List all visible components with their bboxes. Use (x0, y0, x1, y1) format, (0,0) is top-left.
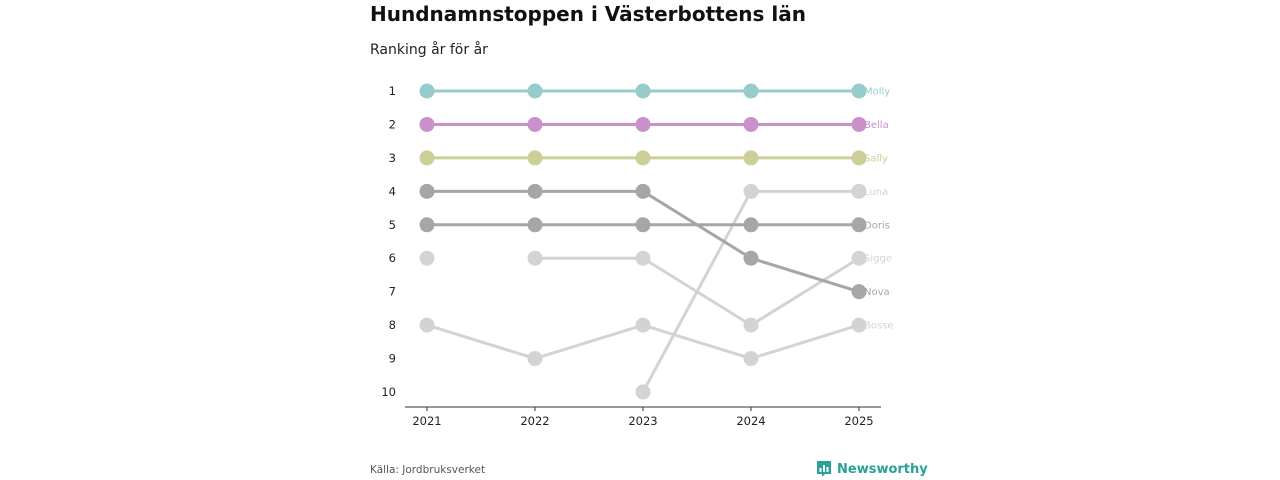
series-nova: Nova (419, 183, 890, 300)
series-bosse: Bosse (419, 317, 894, 367)
data-point[interactable] (635, 217, 651, 233)
data-point[interactable] (851, 284, 867, 300)
data-point[interactable] (743, 183, 759, 199)
data-point[interactable] (419, 250, 435, 266)
data-point[interactable] (419, 217, 435, 233)
y-tick-label: 2 (389, 117, 396, 131)
data-point[interactable] (419, 83, 435, 99)
newsworthy-logo-icon (816, 460, 832, 478)
data-point[interactable] (527, 116, 543, 132)
series-end-label: Nova (864, 287, 890, 298)
x-axis: 2021 2022 2023 2024 2025 (405, 406, 881, 428)
series-line-segment (641, 323, 753, 361)
x-tick-label: 2025 (844, 414, 873, 428)
y-tick-label: 6 (389, 251, 396, 265)
y-tick-label: 9 (389, 352, 396, 366)
data-point[interactable] (419, 116, 435, 132)
x-tick-label: 2024 (736, 414, 765, 428)
data-point[interactable] (851, 317, 867, 333)
series-line-segment (749, 256, 861, 327)
series-line-segment (749, 256, 861, 294)
series-layer: Luna Sigge Bosse Doris Nova Molly Bella Sally (419, 83, 894, 400)
data-point[interactable] (851, 116, 867, 132)
series-end-label: Doris (864, 220, 890, 231)
data-point[interactable] (635, 317, 651, 333)
data-point[interactable] (635, 116, 651, 132)
y-tick-label: 1 (389, 84, 396, 98)
y-tick-label: 7 (389, 285, 396, 299)
data-point[interactable] (743, 250, 759, 266)
x-tick-label: 2022 (520, 414, 549, 428)
y-tick-label: 4 (389, 184, 396, 198)
y-tick-label: 5 (389, 218, 396, 232)
data-point[interactable] (635, 183, 651, 199)
data-point[interactable] (743, 83, 759, 99)
x-tick-label: 2023 (628, 414, 657, 428)
y-tick-label: 3 (389, 151, 396, 165)
data-point[interactable] (743, 317, 759, 333)
data-point[interactable] (743, 351, 759, 367)
data-point[interactable] (635, 83, 651, 99)
series-line-segment (749, 323, 861, 361)
data-point[interactable] (851, 217, 867, 233)
y-tick-label: 10 (381, 385, 396, 399)
series-line-segment (641, 189, 753, 260)
series-bella: Bella (419, 116, 889, 132)
series-end-label: Bosse (864, 321, 894, 332)
series-doris: Doris (419, 217, 890, 233)
data-point[interactable] (527, 83, 543, 99)
series-end-label: Luna (864, 187, 888, 198)
data-point[interactable] (635, 250, 651, 266)
series-end-label: Molly (864, 87, 890, 98)
brand-name: Newsworthy (837, 461, 928, 477)
data-point[interactable] (527, 351, 543, 367)
series-sally: Sally (419, 150, 888, 166)
series-line-segment (533, 323, 645, 361)
data-point[interactable] (527, 183, 543, 199)
series-sigge: Sigge (527, 250, 892, 333)
series-line-segment (425, 323, 537, 361)
data-point[interactable] (851, 183, 867, 199)
data-point[interactable] (851, 150, 867, 166)
series-end-label: Sally (864, 153, 888, 164)
data-point[interactable] (635, 384, 651, 400)
data-point[interactable] (851, 250, 867, 266)
data-point[interactable] (743, 150, 759, 166)
source-note: Källa: Jordbruksverket (370, 464, 486, 476)
series-molly: Molly (419, 83, 890, 99)
series-line-segment (641, 256, 753, 327)
data-point[interactable] (419, 150, 435, 166)
chart-title: Hundnamnstoppen i Västerbottens län (370, 2, 806, 26)
data-point[interactable] (635, 150, 651, 166)
chart-subtitle: Ranking år för år (370, 42, 488, 58)
data-point[interactable] (527, 250, 543, 266)
data-point[interactable] (419, 183, 435, 199)
series-end-label: Bella (864, 120, 889, 131)
series-luna: Luna (419, 183, 888, 400)
x-tick-label: 2021 (412, 414, 441, 428)
data-point[interactable] (419, 317, 435, 333)
brand-logo[interactable]: Newsworthy (816, 460, 928, 478)
series-end-label: Sigge (864, 254, 892, 265)
data-point[interactable] (743, 116, 759, 132)
y-axis: 1 2 3 4 5 6 7 8 9 10 (381, 84, 396, 399)
data-point[interactable] (851, 83, 867, 99)
data-point[interactable] (527, 217, 543, 233)
data-point[interactable] (527, 150, 543, 166)
data-point[interactable] (743, 217, 759, 233)
y-tick-label: 8 (389, 318, 396, 332)
